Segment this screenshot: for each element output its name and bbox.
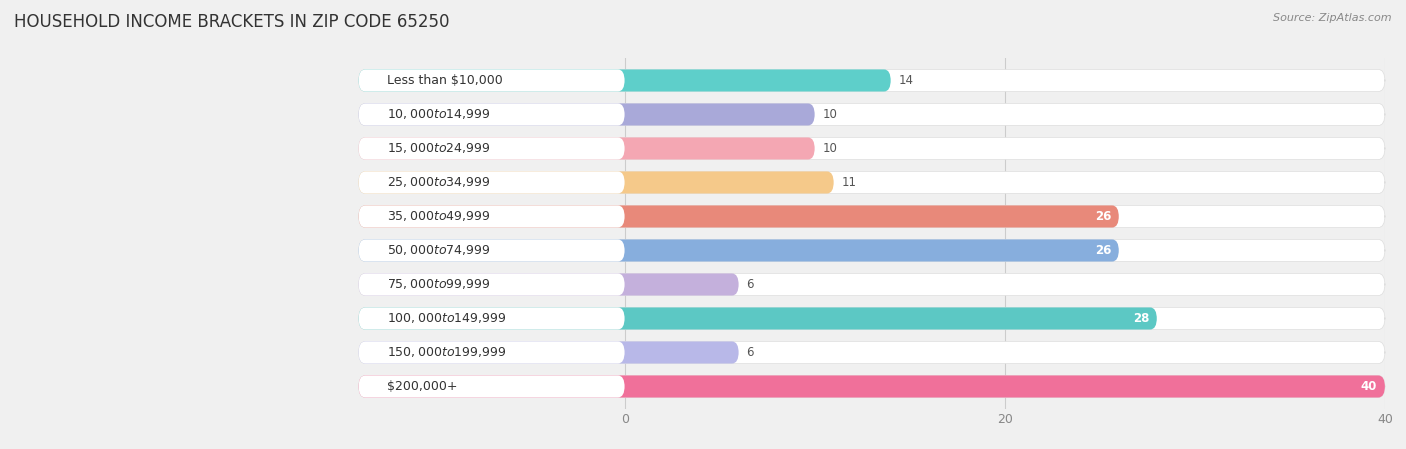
FancyBboxPatch shape — [359, 375, 624, 397]
Text: 6: 6 — [747, 278, 754, 291]
FancyBboxPatch shape — [359, 70, 891, 92]
Text: 26: 26 — [1095, 244, 1111, 257]
Text: 14: 14 — [898, 74, 914, 87]
Text: $100,000 to $149,999: $100,000 to $149,999 — [387, 312, 506, 326]
FancyBboxPatch shape — [359, 239, 1385, 261]
FancyBboxPatch shape — [359, 137, 1385, 159]
FancyBboxPatch shape — [359, 273, 624, 295]
FancyBboxPatch shape — [359, 70, 624, 92]
FancyBboxPatch shape — [359, 70, 1385, 92]
Text: $25,000 to $34,999: $25,000 to $34,999 — [387, 176, 491, 189]
Text: Less than $10,000: Less than $10,000 — [387, 74, 503, 87]
Text: 6: 6 — [747, 346, 754, 359]
FancyBboxPatch shape — [359, 172, 624, 194]
Text: 28: 28 — [1133, 312, 1149, 325]
Text: $50,000 to $74,999: $50,000 to $74,999 — [387, 243, 491, 257]
Text: $150,000 to $199,999: $150,000 to $199,999 — [387, 345, 506, 360]
FancyBboxPatch shape — [359, 341, 1385, 364]
FancyBboxPatch shape — [359, 308, 1157, 330]
FancyBboxPatch shape — [359, 137, 624, 159]
Text: $200,000+: $200,000+ — [387, 380, 457, 393]
Text: 10: 10 — [823, 108, 837, 121]
FancyBboxPatch shape — [359, 375, 1385, 397]
Text: 26: 26 — [1095, 210, 1111, 223]
FancyBboxPatch shape — [359, 103, 814, 126]
FancyBboxPatch shape — [359, 172, 1385, 194]
FancyBboxPatch shape — [359, 341, 624, 364]
Text: 10: 10 — [823, 142, 837, 155]
Text: 11: 11 — [841, 176, 856, 189]
FancyBboxPatch shape — [359, 273, 738, 295]
FancyBboxPatch shape — [359, 239, 624, 261]
Text: $10,000 to $14,999: $10,000 to $14,999 — [387, 107, 491, 122]
FancyBboxPatch shape — [359, 206, 624, 228]
FancyBboxPatch shape — [359, 206, 1119, 228]
FancyBboxPatch shape — [359, 341, 738, 364]
FancyBboxPatch shape — [359, 239, 1119, 261]
Text: HOUSEHOLD INCOME BRACKETS IN ZIP CODE 65250: HOUSEHOLD INCOME BRACKETS IN ZIP CODE 65… — [14, 13, 450, 31]
Text: 40: 40 — [1361, 380, 1378, 393]
FancyBboxPatch shape — [359, 103, 1385, 126]
Text: Source: ZipAtlas.com: Source: ZipAtlas.com — [1274, 13, 1392, 23]
FancyBboxPatch shape — [359, 172, 834, 194]
FancyBboxPatch shape — [359, 103, 624, 126]
FancyBboxPatch shape — [359, 206, 1385, 228]
FancyBboxPatch shape — [359, 273, 1385, 295]
Text: $15,000 to $24,999: $15,000 to $24,999 — [387, 141, 491, 155]
FancyBboxPatch shape — [359, 375, 1385, 397]
FancyBboxPatch shape — [359, 308, 1385, 330]
FancyBboxPatch shape — [359, 308, 624, 330]
Text: $75,000 to $99,999: $75,000 to $99,999 — [387, 277, 491, 291]
FancyBboxPatch shape — [359, 137, 814, 159]
Text: $35,000 to $49,999: $35,000 to $49,999 — [387, 210, 491, 224]
